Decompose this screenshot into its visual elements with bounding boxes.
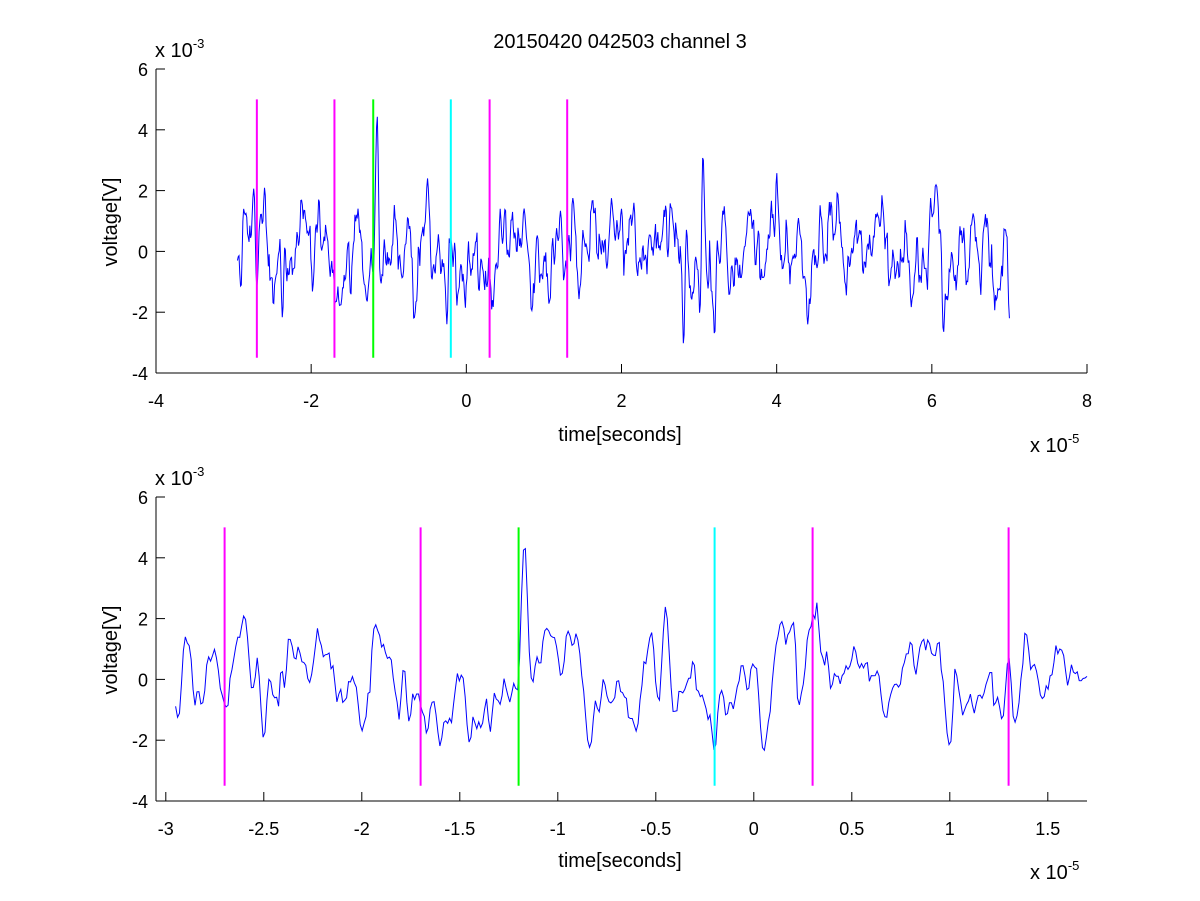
- bottom-x-tick-label: -0.5: [640, 819, 671, 839]
- top-y-ticks: -4 -2 0 2 4 6: [132, 60, 165, 384]
- top-x-exponent-base: x 10: [1030, 435, 1068, 457]
- bottom-x-tick-label: -2: [354, 819, 370, 839]
- bottom-x-exponent: x 10-5: [1030, 858, 1079, 884]
- chart-title: 20150420 042503 channel 3: [493, 31, 747, 53]
- bottom-x-tick-label: 0.5: [839, 819, 864, 839]
- top-y-tick-label: 2: [138, 182, 148, 202]
- top-x-tick-label: -4: [148, 391, 164, 411]
- bottom-y-tick-label: 4: [138, 549, 148, 569]
- top-marker-layer: [255, 99, 569, 358]
- top-y-tick-label: 4: [138, 121, 148, 141]
- bottom-x-exponent-base: x 10: [1030, 862, 1068, 884]
- top-signal-layer: [236, 116, 1010, 344]
- bottom-y-tick-label: -4: [132, 792, 148, 812]
- top-y-tick-label: 6: [138, 60, 148, 80]
- bottom-x-tick-label: -2.5: [248, 819, 279, 839]
- bottom-signal-layer: [175, 547, 1088, 752]
- top-signal-line: [236, 116, 1010, 344]
- bottom-x-tick-label: 0: [749, 819, 759, 839]
- bottom-signal-line: [175, 547, 1088, 752]
- top-y-tick-label: -4: [132, 364, 148, 384]
- top-x-tick-label: -2: [303, 391, 319, 411]
- bottom-marker-layer: [223, 527, 1010, 786]
- top-subplot: 20150420 042503 channel 3 -4 -2 0 2 4 6 8 -4 -2…: [100, 31, 1092, 457]
- bottom-y-axis-label: voltage[V]: [100, 606, 122, 695]
- bottom-y-tick-label: 0: [138, 670, 148, 690]
- top-x-ticks: -4 -2 0 2 4 6 8: [148, 364, 1092, 411]
- bottom-x-tick-label: -1.5: [444, 819, 475, 839]
- top-x-tick-label: 8: [1082, 391, 1092, 411]
- top-x-tick-label: 0: [461, 391, 471, 411]
- bottom-y-tick-label: -2: [132, 731, 148, 751]
- bottom-y-exponent: x 10-3: [155, 464, 204, 490]
- bottom-x-tick-label: -3: [158, 819, 174, 839]
- bottom-y-exponent-power: -3: [193, 464, 205, 479]
- bottom-y-ticks: -4 -2 0 2 4 6: [132, 488, 165, 812]
- bottom-x-ticks: -3 -2.5 -2 -1.5 -1 -0.5 0 0.5 1 1.5: [158, 792, 1060, 839]
- bottom-subplot: -3 -2.5 -2 -1.5 -1 -0.5 0 0.5 1 1.5 -4 -2 0 2 4 6 time…: [100, 464, 1088, 884]
- bottom-axes: [155, 497, 1087, 802]
- bottom-x-tick-label: 1.5: [1035, 819, 1060, 839]
- top-y-exponent-power: -3: [193, 36, 205, 51]
- bottom-x-tick-label: -1: [550, 819, 566, 839]
- bottom-x-axis-label: time[seconds]: [558, 850, 681, 872]
- top-y-exponent-base: x 10: [155, 40, 193, 62]
- top-x-exponent: x 10-5: [1030, 431, 1079, 457]
- top-y-tick-label: -2: [132, 303, 148, 323]
- bottom-y-tick-label: 2: [138, 610, 148, 630]
- bottom-y-exponent-base: x 10: [155, 468, 193, 490]
- top-x-axis-label: time[seconds]: [558, 424, 681, 446]
- bottom-x-exponent-power: -5: [1068, 858, 1080, 873]
- top-x-exponent-power: -5: [1068, 431, 1080, 446]
- top-y-exponent: x 10-3: [155, 36, 204, 62]
- top-y-axis-label: voltage[V]: [100, 178, 122, 267]
- top-x-tick-label: 4: [772, 391, 782, 411]
- top-y-tick-label: 0: [138, 242, 148, 262]
- bottom-y-tick-label: 6: [138, 488, 148, 508]
- top-x-tick-label: 2: [616, 391, 626, 411]
- bottom-x-tick-label: 1: [945, 819, 955, 839]
- top-x-tick-label: 6: [927, 391, 937, 411]
